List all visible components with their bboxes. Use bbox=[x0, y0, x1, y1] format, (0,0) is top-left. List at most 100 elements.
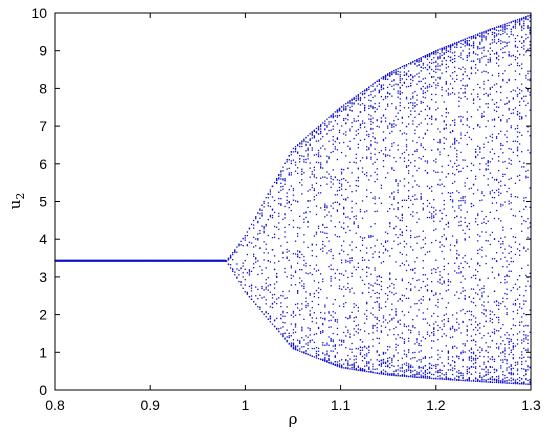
data-point bbox=[504, 353, 506, 355]
data-point bbox=[97, 260, 99, 262]
data-point bbox=[420, 158, 422, 160]
data-point bbox=[431, 206, 433, 208]
data-point bbox=[376, 372, 378, 374]
data-point bbox=[470, 380, 473, 382]
data-point bbox=[114, 260, 116, 262]
data-point bbox=[334, 226, 336, 228]
data-point bbox=[378, 309, 380, 311]
data-point bbox=[376, 297, 378, 299]
data-point bbox=[508, 338, 510, 340]
data-point bbox=[133, 259, 135, 262]
data-point bbox=[288, 206, 290, 209]
data-point bbox=[485, 342, 487, 344]
data-point bbox=[441, 171, 443, 173]
data-point bbox=[502, 173, 504, 175]
data-point bbox=[363, 109, 366, 112]
data-point bbox=[508, 162, 510, 164]
data-point bbox=[282, 315, 284, 317]
data-point bbox=[516, 62, 519, 64]
data-point bbox=[485, 310, 487, 312]
data-point bbox=[401, 279, 403, 282]
data-point bbox=[363, 173, 366, 176]
data-point bbox=[81, 260, 83, 262]
data-point bbox=[199, 259, 202, 262]
data-point bbox=[296, 262, 299, 264]
data-point bbox=[387, 73, 389, 75]
data-point bbox=[330, 116, 332, 118]
data-point bbox=[330, 275, 332, 278]
y-tick-label: 1 bbox=[39, 344, 47, 360]
data-point bbox=[506, 22, 508, 25]
data-point bbox=[157, 259, 159, 262]
data-point bbox=[315, 322, 318, 324]
data-point bbox=[514, 19, 517, 22]
data-point bbox=[387, 78, 389, 81]
data-point bbox=[282, 185, 284, 188]
data-point bbox=[458, 41, 460, 43]
data-point bbox=[374, 251, 376, 253]
data-point bbox=[294, 323, 297, 325]
data-point bbox=[416, 341, 418, 343]
data-point bbox=[525, 17, 527, 20]
data-point bbox=[447, 358, 450, 360]
data-point bbox=[363, 345, 366, 348]
data-point bbox=[200, 260, 202, 262]
data-point bbox=[311, 250, 313, 252]
data-point bbox=[474, 67, 477, 69]
data-point bbox=[284, 226, 286, 229]
data-point bbox=[428, 298, 431, 300]
data-point bbox=[472, 36, 475, 38]
data-point bbox=[57, 259, 59, 262]
data-point bbox=[357, 180, 360, 182]
data-point bbox=[313, 166, 316, 169]
data-point bbox=[416, 371, 418, 373]
data-point bbox=[510, 21, 512, 24]
data-point bbox=[309, 327, 311, 330]
data-point bbox=[504, 377, 506, 379]
data-point bbox=[357, 262, 360, 264]
data-point bbox=[389, 93, 391, 95]
data-point bbox=[439, 279, 441, 281]
data-point bbox=[407, 85, 410, 88]
data-point bbox=[470, 314, 473, 316]
data-point bbox=[353, 137, 355, 140]
data-point bbox=[414, 303, 416, 305]
data-point bbox=[372, 256, 374, 259]
data-point bbox=[472, 204, 475, 207]
data-point bbox=[317, 281, 320, 284]
data-point bbox=[401, 231, 403, 233]
data-point bbox=[267, 234, 269, 237]
data-point bbox=[521, 134, 523, 136]
data-point bbox=[481, 199, 483, 201]
data-point bbox=[378, 251, 380, 253]
data-point bbox=[278, 328, 280, 330]
data-point bbox=[502, 252, 504, 254]
data-point bbox=[296, 349, 299, 351]
data-point bbox=[529, 47, 531, 50]
data-point bbox=[280, 204, 282, 206]
data-point bbox=[493, 28, 496, 31]
data-point bbox=[218, 259, 221, 262]
data-point bbox=[175, 259, 177, 262]
data-point bbox=[299, 309, 301, 312]
data-point bbox=[510, 63, 512, 65]
data-point bbox=[456, 291, 458, 293]
data-point bbox=[82, 260, 84, 262]
data-point bbox=[366, 146, 368, 148]
data-point bbox=[433, 377, 435, 380]
data-point bbox=[309, 133, 311, 135]
data-point bbox=[286, 192, 288, 194]
data-point bbox=[426, 85, 429, 87]
data-point bbox=[65, 259, 67, 262]
data-point bbox=[508, 200, 510, 202]
data-point bbox=[510, 163, 512, 165]
data-point bbox=[366, 275, 368, 278]
data-point bbox=[282, 334, 284, 336]
data-point bbox=[439, 56, 441, 58]
data-point bbox=[187, 260, 189, 262]
data-point bbox=[418, 235, 420, 237]
data-point bbox=[495, 378, 498, 381]
data-point bbox=[441, 320, 443, 322]
data-point bbox=[374, 171, 376, 173]
data-point bbox=[516, 333, 519, 335]
